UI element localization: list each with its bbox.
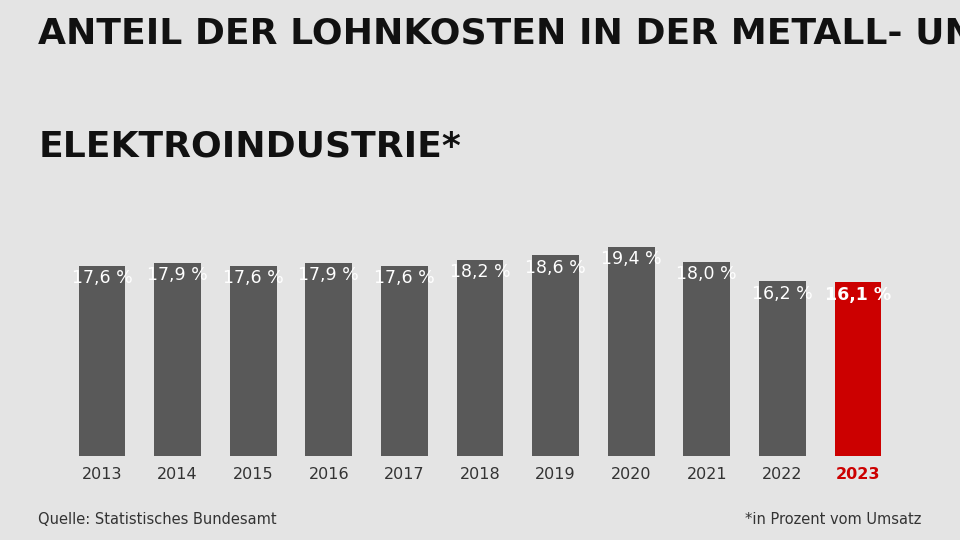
Text: 18,0 %: 18,0 %: [677, 265, 737, 283]
Text: *in Prozent vom Umsatz: *in Prozent vom Umsatz: [745, 511, 922, 526]
Bar: [457, 260, 503, 456]
Text: 17,6 %: 17,6 %: [223, 269, 283, 287]
Bar: [684, 262, 731, 456]
Text: 17,9 %: 17,9 %: [299, 266, 359, 284]
Text: 17,6 %: 17,6 %: [72, 269, 132, 287]
Text: 16,2 %: 16,2 %: [752, 285, 813, 302]
Text: Quelle: Statistisches Bundesamt: Quelle: Statistisches Bundesamt: [38, 511, 277, 526]
Bar: [532, 255, 579, 456]
Text: 17,6 %: 17,6 %: [374, 269, 435, 287]
Bar: [381, 266, 428, 456]
Bar: [305, 263, 352, 456]
Bar: [229, 266, 276, 456]
Bar: [79, 266, 126, 456]
Bar: [608, 247, 655, 456]
Text: 17,9 %: 17,9 %: [147, 266, 208, 284]
Bar: [155, 263, 201, 456]
Bar: [834, 282, 881, 456]
Text: 19,4 %: 19,4 %: [601, 250, 661, 268]
Text: ELEKTROINDUSTRIE*: ELEKTROINDUSTRIE*: [38, 130, 461, 164]
Bar: [759, 281, 805, 456]
Text: ANTEIL DER LOHNKOSTEN IN DER METALL- UND: ANTEIL DER LOHNKOSTEN IN DER METALL- UND: [38, 16, 960, 50]
Text: 18,2 %: 18,2 %: [449, 263, 511, 281]
Text: 18,6 %: 18,6 %: [525, 259, 586, 276]
Text: 16,1 %: 16,1 %: [825, 286, 891, 303]
